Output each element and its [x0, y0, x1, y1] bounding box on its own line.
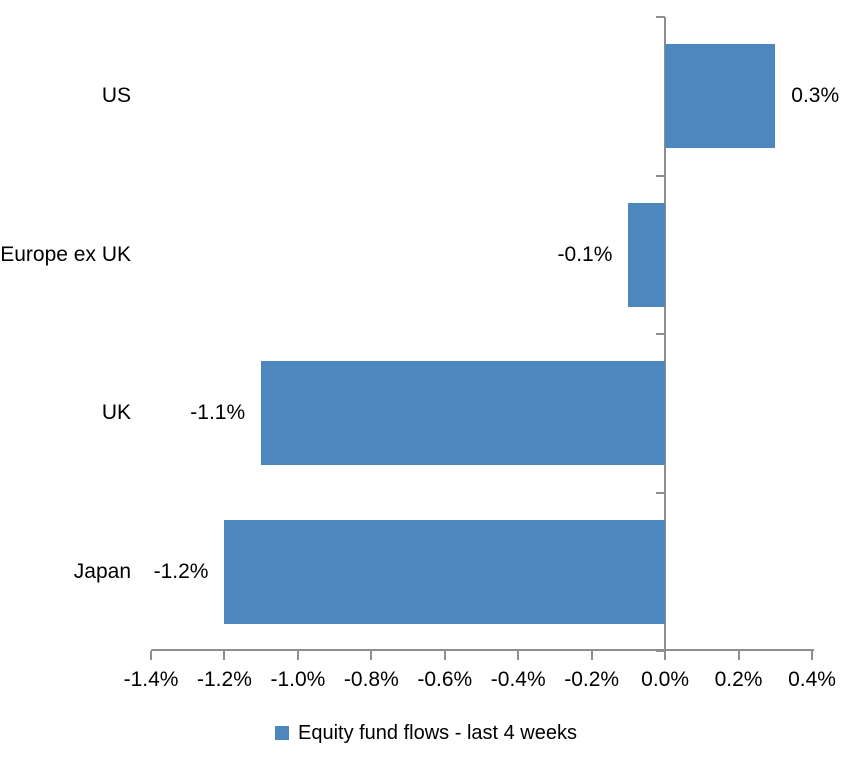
x-axis-tick — [370, 651, 373, 660]
x-axis-tick — [590, 651, 593, 660]
value-label-us: 0.3% — [791, 84, 840, 108]
value-label-uk: -1.1% — [190, 401, 246, 425]
bar-us — [665, 44, 776, 149]
x-axis-tick — [811, 651, 813, 660]
x-tick-label: 0.0% — [641, 668, 690, 691]
bar-uk — [261, 361, 666, 466]
legend-marker-icon — [274, 726, 289, 740]
y-axis-tick — [656, 174, 666, 177]
x-axis-tick — [443, 651, 446, 660]
value-label-europe-ex-uk: -0.1% — [557, 242, 613, 266]
x-axis-tick — [664, 651, 667, 660]
y-axis-tick — [656, 333, 666, 335]
x-axis-tick — [737, 651, 740, 660]
x-axis-tick — [296, 651, 299, 660]
y-axis-tick — [656, 650, 666, 652]
x-axis-tick — [223, 651, 226, 660]
x-tick-label: -0.6% — [417, 668, 473, 691]
value-label-japan: -1.2% — [153, 559, 209, 583]
category-label-europe-ex-uk: Europe ex UK — [0, 242, 131, 266]
x-tick-label: -1.4% — [123, 668, 179, 691]
x-axis-line — [151, 649, 814, 651]
category-label-japan: Japan — [73, 559, 131, 583]
x-tick-label: -0.4% — [490, 668, 546, 691]
x-tick-label: 0.2% — [714, 668, 763, 691]
legend-label: Equity fund flows - last 4 weeks — [297, 721, 577, 744]
category-label-uk: UK — [101, 401, 131, 425]
x-tick-label: -0.2% — [564, 668, 620, 691]
y-axis-line — [664, 17, 667, 651]
x-tick-label: 0.4% — [788, 668, 836, 691]
bar-japan — [224, 519, 666, 624]
bar-europe-ex-uk — [628, 202, 666, 307]
y-axis-tick — [656, 491, 666, 494]
x-tick-label: -1.0% — [270, 668, 326, 691]
x-tick-label: -1.2% — [197, 668, 252, 691]
x-tick-label: -0.8% — [343, 668, 399, 691]
category-label-us: US — [101, 84, 131, 108]
y-axis-tick — [656, 16, 666, 18]
x-axis-tick — [517, 651, 520, 660]
legend: Equity fund flows - last 4 weeks — [0, 718, 852, 748]
x-axis-tick — [150, 651, 152, 660]
